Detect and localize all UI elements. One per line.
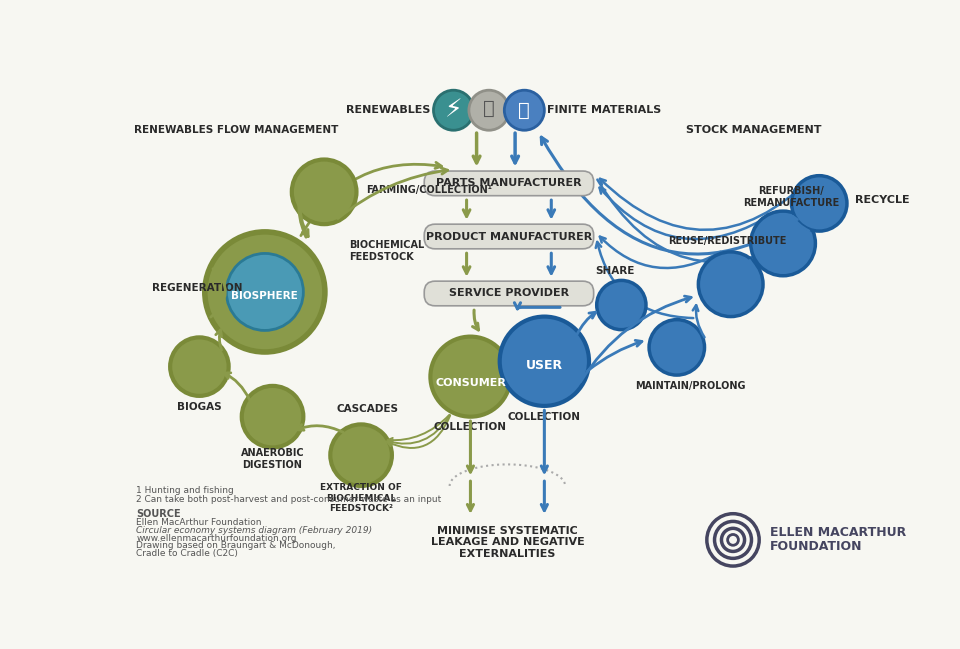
- Text: ELLEN MACARTHUR: ELLEN MACARTHUR: [770, 526, 906, 539]
- Text: CASCADES: CASCADES: [336, 404, 398, 414]
- Circle shape: [698, 252, 763, 317]
- Text: 🚛: 🚛: [518, 101, 530, 119]
- Text: FOUNDATION: FOUNDATION: [770, 541, 862, 554]
- Text: 2 Can take both post-harvest and post-consumer waste as an input: 2 Can take both post-harvest and post-co…: [136, 495, 442, 504]
- Text: USER: USER: [526, 359, 563, 372]
- Circle shape: [649, 320, 705, 375]
- Text: SOURCE: SOURCE: [136, 509, 180, 519]
- Text: PARTS MANUFACTURER: PARTS MANUFACTURER: [436, 178, 582, 188]
- Text: MAINTAIN/PROLONG: MAINTAIN/PROLONG: [636, 381, 746, 391]
- Circle shape: [430, 337, 511, 417]
- Text: STOCK MANAGEMENT: STOCK MANAGEMENT: [686, 125, 822, 135]
- Circle shape: [204, 232, 324, 352]
- Circle shape: [170, 337, 228, 396]
- Text: RENEWABLES FLOW MANAGEMENT: RENEWABLES FLOW MANAGEMENT: [134, 125, 339, 135]
- Text: REFURBISH/
REMANUFACTURE: REFURBISH/ REMANUFACTURE: [743, 186, 839, 208]
- Circle shape: [242, 386, 303, 447]
- Circle shape: [468, 90, 509, 130]
- Text: RENEWABLES: RENEWABLES: [346, 105, 430, 116]
- Circle shape: [751, 211, 815, 276]
- Text: REUSE/REDISTRIBUTE: REUSE/REDISTRIBUTE: [667, 236, 786, 246]
- Text: BIOGAS: BIOGAS: [177, 402, 222, 411]
- Circle shape: [330, 424, 392, 486]
- Circle shape: [597, 280, 646, 330]
- Text: COLLECTION: COLLECTION: [434, 422, 507, 432]
- Circle shape: [292, 160, 356, 224]
- Text: Drawing based on Braungart & McDonough,: Drawing based on Braungart & McDonough,: [136, 541, 336, 550]
- Text: CONSUMER: CONSUMER: [435, 378, 506, 388]
- Text: Circular economy systems diagram (February 2019): Circular economy systems diagram (Februa…: [136, 526, 372, 535]
- Circle shape: [792, 176, 847, 231]
- Text: Cradle to Cradle (C2C): Cradle to Cradle (C2C): [136, 549, 238, 558]
- Text: Ellen MacArthur Foundation: Ellen MacArthur Foundation: [136, 519, 262, 528]
- Text: PRODUCT MANUFACTURER: PRODUCT MANUFACTURER: [426, 232, 592, 241]
- Text: ANAEROBIC
DIGESTION: ANAEROBIC DIGESTION: [241, 448, 304, 470]
- Text: 1 Hunting and fishing: 1 Hunting and fishing: [136, 486, 234, 495]
- Text: REGENERATION: REGENERATION: [152, 283, 242, 293]
- Circle shape: [434, 90, 473, 130]
- Text: FINITE MATERIALS: FINITE MATERIALS: [547, 105, 661, 116]
- Text: ⚡: ⚡: [444, 98, 463, 122]
- Text: www.ellenmacarthurfoundation.org: www.ellenmacarthurfoundation.org: [136, 533, 297, 543]
- Text: EXTRACTION OF
BIOCHEMICAL
FEEDSTOCK²: EXTRACTION OF BIOCHEMICAL FEEDSTOCK²: [321, 484, 402, 513]
- Text: BIOCHEMICAL
FEEDSTOCK: BIOCHEMICAL FEEDSTOCK: [349, 240, 424, 262]
- Text: MINIMISE SYSTEMATIC
LEAKAGE AND NEGATIVE
EXTERNALITIES: MINIMISE SYSTEMATIC LEAKAGE AND NEGATIVE…: [430, 526, 585, 559]
- Text: RECYCLE: RECYCLE: [854, 195, 909, 204]
- Circle shape: [504, 90, 544, 130]
- FancyBboxPatch shape: [424, 224, 593, 249]
- Circle shape: [227, 254, 303, 330]
- Text: SERVICE PROVIDER: SERVICE PROVIDER: [449, 288, 569, 299]
- FancyBboxPatch shape: [424, 171, 593, 196]
- Text: SHARE: SHARE: [595, 266, 635, 276]
- Circle shape: [500, 317, 589, 406]
- FancyBboxPatch shape: [424, 281, 593, 306]
- Text: BIOSPHERE: BIOSPHERE: [231, 291, 299, 300]
- Text: 🛢: 🛢: [483, 99, 494, 118]
- Circle shape: [728, 535, 738, 545]
- Text: FARMING/COLLECTION¹: FARMING/COLLECTION¹: [367, 186, 492, 195]
- Text: COLLECTION: COLLECTION: [508, 411, 581, 422]
